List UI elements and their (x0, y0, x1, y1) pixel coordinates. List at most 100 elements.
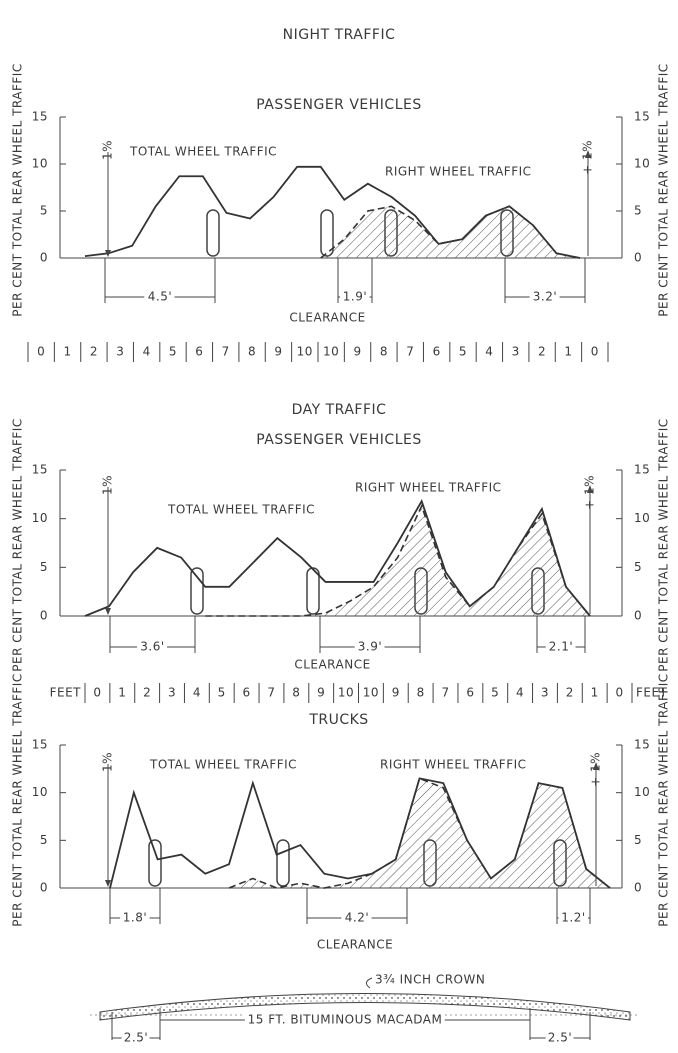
x-tick-label: 3 (512, 345, 520, 359)
chart-title: NIGHT TRAFFIC (283, 27, 396, 43)
leader (366, 977, 373, 989)
wheel-icon (306, 567, 320, 615)
x-tick-label: 10 (363, 686, 379, 700)
y-tick-label: 15 (634, 110, 650, 124)
y-axis-label: PER CENT TOTAL REAR WHEEL TRAFFIC (657, 673, 671, 926)
y-tick-label: 0 (634, 609, 642, 623)
unit-label: FEET (636, 686, 668, 700)
y-tick-label: 15 (32, 738, 48, 752)
shoulder-label: 2.5' (548, 1031, 572, 1045)
series-line (109, 777, 611, 889)
x-tick-label: 2 (143, 686, 151, 700)
unit-label: FEET (50, 686, 82, 700)
x-tick-label: 7 (441, 686, 449, 700)
series-label: TOTAL WHEEL TRAFFIC (149, 758, 297, 772)
y-tick-label: 15 (634, 738, 650, 752)
wheel-icon (276, 839, 290, 887)
x-tick-label: 8 (417, 686, 425, 700)
series-line (205, 503, 591, 617)
y-axis-label: PER CENT TOTAL REAR WHEEL TRAFFIC (11, 63, 25, 316)
arrow-head (587, 485, 593, 493)
x-tick-label: 10 (323, 345, 339, 359)
clearance-label: 3.9' (358, 640, 382, 654)
x-tick-label: 6 (243, 686, 251, 700)
x-tick-label: 5 (218, 686, 226, 700)
arrow-head (585, 150, 591, 158)
wheel-icon (206, 209, 220, 257)
x-tick-label: 1 (63, 345, 71, 359)
y-tick-label: 10 (634, 157, 650, 171)
x-tick-label: 1 (118, 686, 126, 700)
arrow-head (593, 762, 599, 770)
y-tick-label: 10 (634, 511, 650, 525)
x-tick-label: 6 (195, 345, 203, 359)
y-tick-label: 5 (634, 204, 642, 218)
series-line (228, 777, 611, 889)
y-axis-label: PER CENT TOTAL REAR WHEEL TRAFFIC (657, 63, 671, 316)
y-tick-label: 5 (634, 560, 642, 574)
x-tick-label: 7 (406, 345, 414, 359)
y-tick-label: 5 (40, 833, 48, 847)
arrow-head (105, 880, 111, 887)
x-axis-label: CLEARANCE (294, 658, 370, 672)
x-tick-label: 3 (168, 686, 176, 700)
cross-section: 3¾ INCH CROWN 15 FT. BITUMINOUS MACADAM … (90, 973, 640, 1048)
y-tick-label: 0 (634, 251, 642, 265)
clearance-label: 4.5' (148, 290, 172, 304)
y-tick-label: 10 (634, 785, 650, 799)
wheel-icon (190, 567, 204, 615)
clearance-label: 3.6' (140, 640, 164, 654)
x-axis-label: CLEARANCE (317, 938, 393, 952)
x-tick-label: 4 (143, 345, 151, 359)
y-tick-label: 0 (40, 881, 48, 895)
x-tick-label: 3 (116, 345, 124, 359)
surface-label: 15 FT. BITUMINOUS MACADAM (248, 1013, 443, 1027)
series-label: RIGHT WHEEL TRAFFIC (380, 758, 527, 772)
clearance-label: 4.2' (345, 911, 369, 925)
x-tick-label: 2 (566, 686, 574, 700)
x-axis-label: CLEARANCE (289, 311, 365, 325)
x-tick-label: 1 (564, 345, 572, 359)
x-tick-label: 2 (538, 345, 546, 359)
series-label: RIGHT WHEEL TRAFFIC (355, 481, 502, 495)
x-tick-label: 8 (248, 345, 256, 359)
clearance-label: 1.9' (343, 290, 367, 304)
x-tick-label: 4 (516, 686, 524, 700)
y-tick-label: 15 (32, 110, 48, 124)
y-tick-label: 15 (32, 463, 48, 477)
x-tick-label: 0 (93, 686, 101, 700)
x-tick-label: 8 (292, 686, 300, 700)
x-tick-label: 10 (297, 345, 313, 359)
y-tick-label: 5 (634, 833, 642, 847)
clearance-label: 1.8' (123, 911, 147, 925)
x-tick-label: 1 (591, 686, 599, 700)
x-tick-label: 5 (169, 345, 177, 359)
arrow-head (105, 608, 111, 615)
x-tick-label: 4 (485, 345, 493, 359)
y-tick-label: 10 (32, 157, 48, 171)
series-line (320, 205, 581, 259)
y-tick-label: 10 (32, 511, 48, 525)
road-surface (99, 993, 631, 1021)
shoulder-label: 2.5' (124, 1031, 148, 1045)
y-axis-label: PER CENT TOTAL REAR WHEEL TRAFFIC (11, 418, 25, 671)
y-axis-label: PER CENT TOTAL REAR WHEEL TRAFFIC (11, 673, 25, 926)
x-tick-label: 5 (491, 686, 499, 700)
x-tick-label: 5 (459, 345, 467, 359)
hatched-area (229, 778, 611, 888)
x-tick-label: 0 (37, 345, 45, 359)
x-tick-label: 9 (317, 686, 325, 700)
series-label: RIGHT WHEEL TRAFFIC (385, 165, 532, 179)
wheel-icon (148, 839, 162, 887)
x-tick-label: 9 (353, 345, 361, 359)
arrow-head (105, 250, 111, 257)
y-tick-label: 15 (634, 463, 650, 477)
chart-subtitle: PASSENGER VEHICLES (256, 432, 421, 448)
x-tick-label: 10 (338, 686, 354, 700)
y-axis-label: PER CENT TOTAL REAR WHEEL TRAFFIC (657, 418, 671, 671)
x-tick-label: 9 (392, 686, 400, 700)
y-tick-label: 0 (40, 251, 48, 265)
x-tick-label: 2 (90, 345, 98, 359)
